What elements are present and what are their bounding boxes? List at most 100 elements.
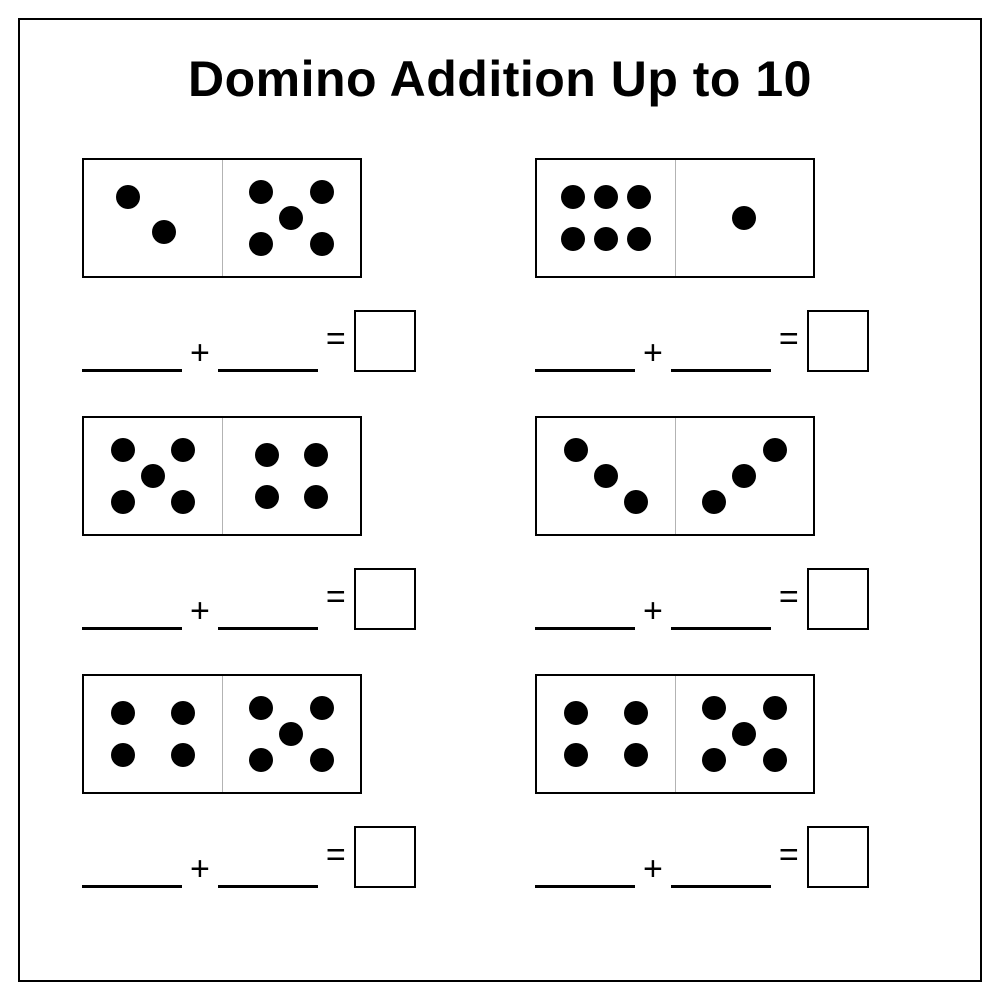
domino-half — [223, 676, 361, 792]
dot — [310, 696, 334, 720]
dot — [702, 748, 726, 772]
dot — [594, 464, 618, 488]
answer-box[interactable] — [354, 310, 416, 372]
dot — [763, 438, 787, 462]
blank-left[interactable] — [535, 342, 635, 372]
dot — [171, 438, 195, 462]
equals-sign: = — [326, 322, 346, 372]
problem-5: += — [82, 674, 462, 912]
domino — [535, 416, 815, 536]
blank-left[interactable] — [535, 600, 635, 630]
domino — [82, 674, 362, 794]
plus-sign: + — [643, 594, 663, 630]
equals-sign: = — [779, 322, 799, 372]
problem-6: += — [535, 674, 915, 912]
domino-half — [84, 418, 223, 534]
dot — [152, 220, 176, 244]
equals-sign: = — [326, 838, 346, 888]
domino-half — [84, 160, 223, 276]
dot — [171, 743, 195, 767]
plus-sign: + — [190, 852, 210, 888]
dot — [279, 206, 303, 230]
blank-right[interactable] — [218, 858, 318, 888]
plus-sign: + — [643, 336, 663, 372]
dot — [564, 438, 588, 462]
dot — [564, 701, 588, 725]
domino-half — [223, 160, 361, 276]
dot — [732, 464, 756, 488]
dot — [310, 180, 334, 204]
plus-sign: + — [190, 336, 210, 372]
dot — [141, 464, 165, 488]
domino-half — [537, 160, 676, 276]
blank-left[interactable] — [82, 858, 182, 888]
domino-half — [676, 160, 814, 276]
problem-4: += — [535, 416, 915, 654]
dot — [732, 722, 756, 746]
answer-box[interactable] — [807, 826, 869, 888]
dot — [702, 696, 726, 720]
blank-left[interactable] — [535, 858, 635, 888]
worksheet-page: Domino Addition Up to 10 +=+=+=+=+=+= — [18, 18, 982, 982]
equation-row: += — [535, 818, 915, 888]
equation-row: += — [82, 560, 462, 630]
dot — [561, 185, 585, 209]
dot — [310, 232, 334, 256]
domino — [535, 158, 815, 278]
problem-1: += — [82, 158, 462, 396]
dot — [171, 701, 195, 725]
blank-right[interactable] — [671, 858, 771, 888]
blank-right[interactable] — [671, 600, 771, 630]
dot — [763, 696, 787, 720]
dot — [171, 490, 195, 514]
plus-sign: + — [190, 594, 210, 630]
dot — [249, 696, 273, 720]
dot — [249, 180, 273, 204]
problem-3: += — [82, 416, 462, 654]
domino — [82, 158, 362, 278]
blank-right[interactable] — [218, 600, 318, 630]
dot — [627, 227, 651, 251]
equals-sign: = — [779, 838, 799, 888]
problem-grid: +=+=+=+=+=+= — [60, 158, 940, 912]
dot — [624, 701, 648, 725]
dot — [111, 743, 135, 767]
answer-box[interactable] — [354, 826, 416, 888]
dot — [624, 743, 648, 767]
equation-row: += — [82, 302, 462, 372]
dot — [304, 485, 328, 509]
domino-half — [676, 418, 814, 534]
equation-row: += — [535, 560, 915, 630]
dot — [111, 701, 135, 725]
page-title: Domino Addition Up to 10 — [60, 50, 940, 108]
dot — [116, 185, 140, 209]
domino — [535, 674, 815, 794]
plus-sign: + — [643, 852, 663, 888]
domino — [82, 416, 362, 536]
answer-box[interactable] — [807, 568, 869, 630]
domino-half — [676, 676, 814, 792]
blank-right[interactable] — [218, 342, 318, 372]
dot — [279, 722, 303, 746]
equals-sign: = — [779, 580, 799, 630]
dot — [564, 743, 588, 767]
dot — [732, 206, 756, 230]
domino-half — [537, 676, 676, 792]
blank-left[interactable] — [82, 600, 182, 630]
dot — [249, 748, 273, 772]
blank-right[interactable] — [671, 342, 771, 372]
dot — [624, 490, 648, 514]
dot — [255, 443, 279, 467]
dot — [304, 443, 328, 467]
problem-2: += — [535, 158, 915, 396]
answer-box[interactable] — [807, 310, 869, 372]
dot — [594, 185, 618, 209]
dot — [255, 485, 279, 509]
equation-row: += — [82, 818, 462, 888]
dot — [702, 490, 726, 514]
domino-half — [537, 418, 676, 534]
answer-box[interactable] — [354, 568, 416, 630]
dot — [594, 227, 618, 251]
equals-sign: = — [326, 580, 346, 630]
blank-left[interactable] — [82, 342, 182, 372]
